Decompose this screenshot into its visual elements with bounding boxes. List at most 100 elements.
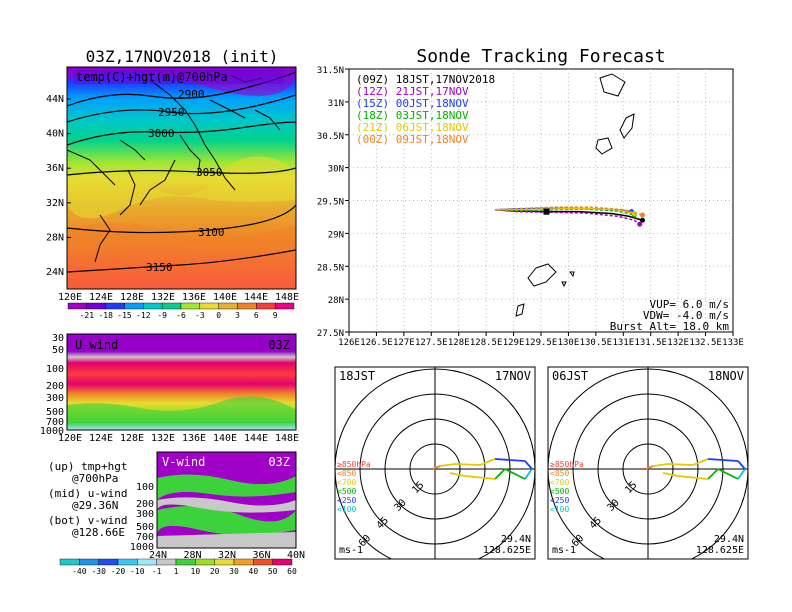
hodograph-trace <box>667 463 694 466</box>
colorbar-swatch <box>199 302 219 310</box>
colorbar-swatch <box>79 558 99 566</box>
x-tick-label: 130.5E <box>580 338 613 348</box>
x-tick-label: 130E <box>558 338 580 348</box>
lon-tick-label: 132E <box>151 292 175 303</box>
track-legend-entry: (21Z) 06JST,18NOV <box>356 121 469 134</box>
track-legend-entry: (18Z) 03JST,18NOV <box>356 109 469 122</box>
colorbar-label: 9 <box>273 311 278 320</box>
y-tick-label: 30.5N <box>317 132 344 142</box>
y-tick-label: 29.5N <box>317 198 344 208</box>
colorbar-swatch <box>233 558 254 566</box>
colorbar-swatch <box>59 558 80 566</box>
track-map-panel: 126E 126.5E 127E 127.5E 128E 128.5E 129E 129.5E… <box>317 66 744 348</box>
track-line <box>494 207 635 215</box>
colorbar-swatch <box>274 302 295 310</box>
colorbar-label: -18 <box>98 311 113 320</box>
level-label: ≥850hPa <box>337 460 371 469</box>
y-tick-label: 28N <box>328 296 344 306</box>
track-line <box>494 206 643 216</box>
hodograph-date: 18NOV <box>708 369 744 383</box>
track-end-point <box>639 217 645 223</box>
lon-tick-label: 120E <box>58 433 82 444</box>
hodograph-trace <box>692 458 709 466</box>
colorbar-swatch <box>137 558 157 566</box>
vdw-text: VDW= -4.0 m/s <box>643 309 729 322</box>
track-end-point <box>639 212 645 218</box>
level-label: <100 <box>337 505 356 514</box>
colorbar-label: -6 <box>176 311 186 320</box>
v-wind-band <box>157 497 296 513</box>
colorbar-label: -40 <box>72 567 87 576</box>
colorbar-label: 30 <box>229 567 239 576</box>
level-label: <250 <box>550 496 569 505</box>
hodograph-time: 06JST <box>552 369 588 383</box>
colorbar-swatch <box>195 558 215 566</box>
hodograph-trace <box>737 468 746 480</box>
hodograph-lon: 128.625E <box>696 545 744 556</box>
hodograph-lon: 128.625E <box>483 545 531 556</box>
hodograph-trace <box>494 468 506 480</box>
hodograph-trace <box>494 458 526 462</box>
map-lat-labels: 44N 40N 36N 32N 28N 24N <box>46 94 71 278</box>
x-tick-label: 132.5E <box>689 338 722 348</box>
colorbar-swatch <box>67 302 88 310</box>
contour-label: 2950 <box>158 106 185 119</box>
pressure-label: 30 <box>52 333 64 344</box>
pressure-label: 100 <box>46 364 64 375</box>
hodograph-trace <box>677 475 709 480</box>
level-label: <700 <box>337 478 356 487</box>
level-label: ≥850hPa <box>550 460 584 469</box>
u-lon-labels: 120E 124E 128E 132E 136E 140E 144E 148E <box>58 433 299 444</box>
y-tick-label: 29N <box>328 230 344 240</box>
note-line: @700hPa <box>72 472 118 485</box>
map-lon-labels: 120E 124E 128E 132E 136E 140E 144E 148E <box>58 292 299 303</box>
note-line: (bot) v-wind <box>48 514 127 527</box>
hodograph-trace <box>707 468 719 480</box>
lat-tick-label: 28N <box>183 550 201 561</box>
x-tick-label: 128E <box>448 338 470 348</box>
u-wind-time: 03Z <box>268 338 290 352</box>
colorbar-swatch <box>180 302 201 310</box>
x-tick-label: 131E <box>612 338 634 348</box>
pressure-label: 500 <box>46 407 64 418</box>
height-contour <box>67 167 296 176</box>
track-legend: (09Z) 18JST,17NOV2018(12Z) 21JST,17NOV(1… <box>356 73 495 146</box>
burst-marker <box>543 208 550 215</box>
x-tick-label: 129.5E <box>525 338 558 348</box>
hodograph-trace <box>464 475 496 480</box>
lon-tick-label: 136E <box>182 292 206 303</box>
colorbar-swatch <box>253 558 273 566</box>
colorbar-label: 40 <box>249 567 259 576</box>
x-tick-label: 131.5E <box>634 338 667 348</box>
lat-tick-label: 32N <box>46 198 64 209</box>
burst-text: Burst Alt= 18.0 km <box>610 320 730 333</box>
hodograph-unit: ms-1 <box>339 545 363 556</box>
colorbar-swatch <box>161 302 182 310</box>
colorbar-label: 1 <box>174 567 179 576</box>
track-line <box>494 208 643 221</box>
contour-label: 3000 <box>148 127 175 140</box>
contour-label: 2900 <box>178 88 205 101</box>
hodograph-date: 17NOV <box>495 369 531 383</box>
right-title: Sonde Tracking Forecast <box>416 46 665 67</box>
pressure-label: 300 <box>46 393 64 404</box>
contour-label: 3100 <box>198 226 225 239</box>
vup-text: VUP= 6.0 m/s <box>650 298 729 311</box>
temperature-map-panel: temp(C)+hgt(m)@700hPa 2900 2950 3000 305… <box>46 66 299 320</box>
u-wind-band <box>67 396 296 420</box>
v-wind-band <box>157 474 296 500</box>
track-line <box>494 208 641 225</box>
track-legend-entry: (12Z) 21JST,17NOV <box>356 85 469 98</box>
u-wind-label: U-wind <box>75 338 118 352</box>
island <box>561 271 575 288</box>
colorbar-label: 10 <box>191 567 201 576</box>
colorbar-swatch <box>237 302 257 310</box>
y-tick-label: 31.5N <box>317 66 344 76</box>
hodograph-trace <box>524 460 533 470</box>
y-tick-label: 28.5N <box>317 263 344 273</box>
